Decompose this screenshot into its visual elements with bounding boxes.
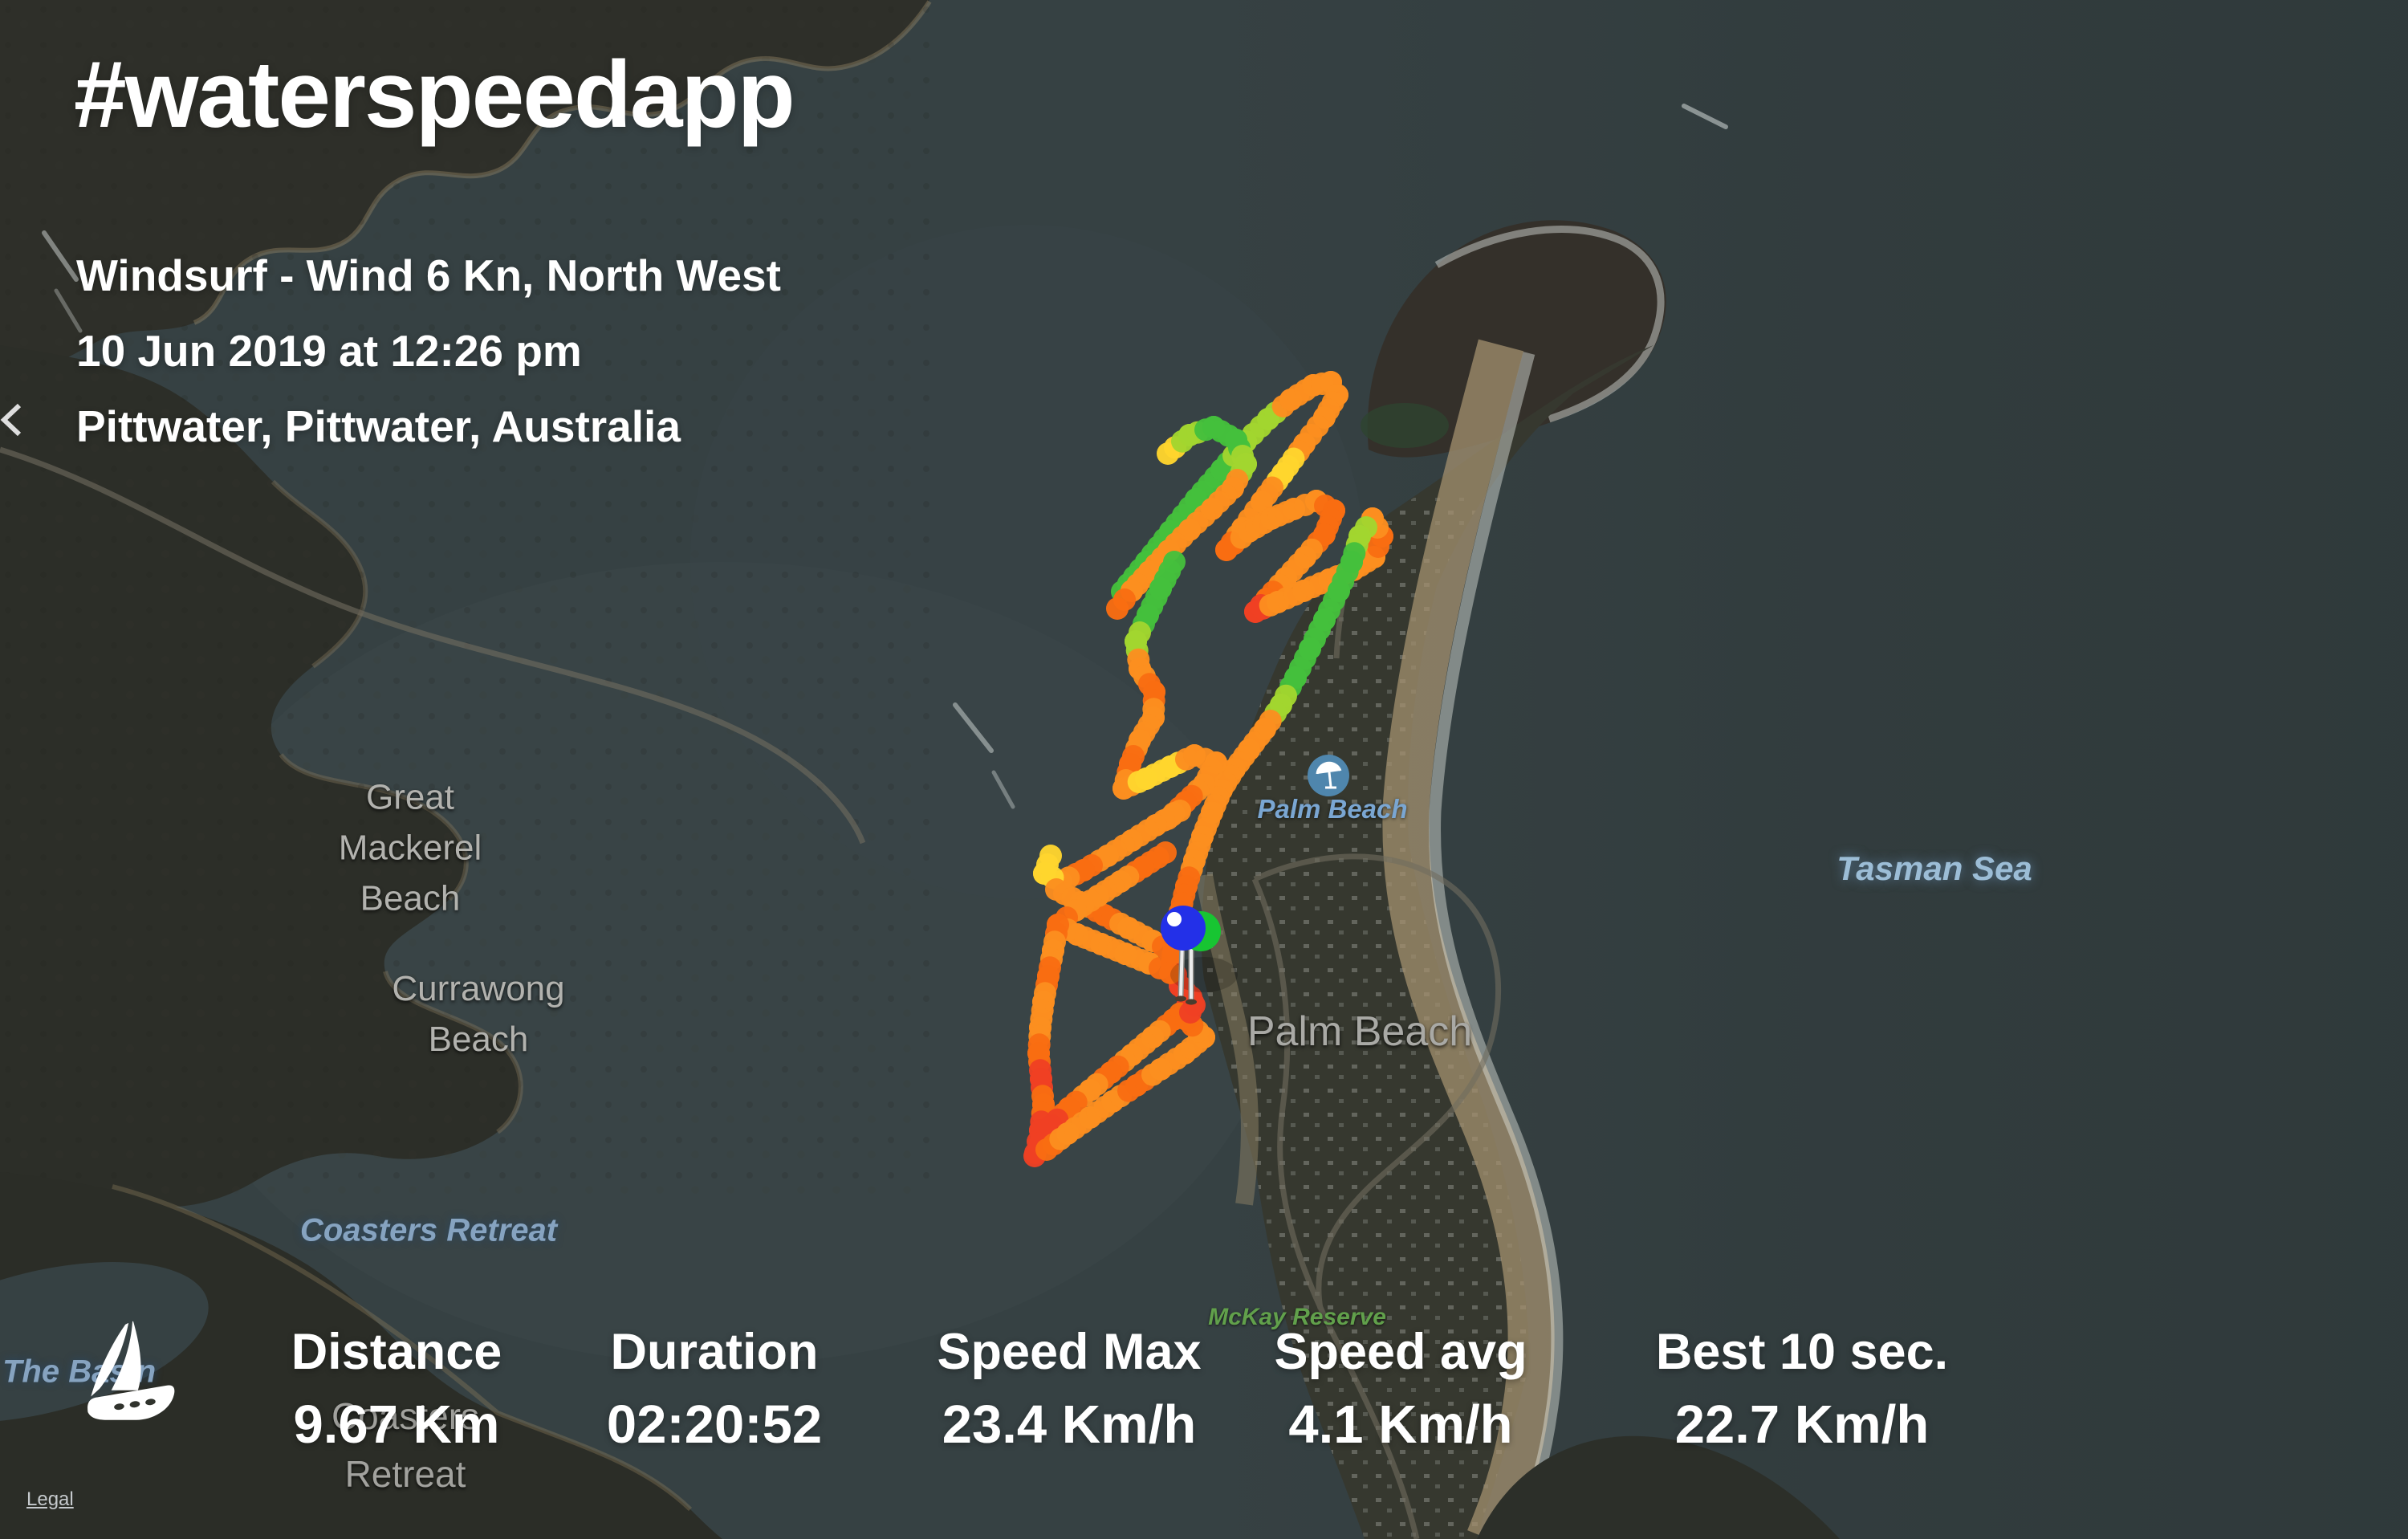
stat-speed-max: Speed Max 23.4 Km/h xyxy=(937,1323,1201,1456)
map-chevron-icon xyxy=(0,403,22,437)
label-the-basin: The Basin xyxy=(2,1354,157,1390)
stat-speed-max-label: Speed Max xyxy=(937,1324,1202,1380)
pin-ball-blue xyxy=(1161,906,1206,951)
stat-distance-label: Distance xyxy=(291,1324,502,1380)
label-currawong-beach: Currawong Beach xyxy=(392,969,565,1059)
stat-speed-avg-value: 4.1 Km/h xyxy=(1288,1394,1513,1455)
session-subtitle: Windsurf - Wind 6 Kn, North West 10 Jun … xyxy=(76,250,781,451)
label-palm-beach-small: Palm Beach xyxy=(1257,794,1408,824)
app-logo-sailboat-icon xyxy=(71,1317,196,1445)
label-mckay-reserve: McKay Reserve xyxy=(1208,1304,1386,1330)
stat-best-10-sec-label: Best 10 sec. xyxy=(1655,1324,1949,1380)
stat-duration-value: 02:20:52 xyxy=(606,1394,823,1455)
stat-best-10-sec: Best 10 sec. 22.7 Km/h xyxy=(1656,1323,1948,1456)
stat-duration-label: Duration xyxy=(610,1324,819,1380)
app-title: #waterspeedapp xyxy=(74,42,795,148)
stat-speed-avg: Speed avg 4.1 Km/h xyxy=(1274,1323,1527,1456)
stat-best-10-sec-value: 22.7 Km/h xyxy=(1674,1394,1930,1455)
legal-link[interactable]: Legal xyxy=(26,1488,74,1510)
stat-distance: Distance 9.67 Km xyxy=(291,1323,502,1456)
stat-speed-max-value: 23.4 Km/h xyxy=(942,1394,1197,1455)
label-tasman-sea: Tasman Sea xyxy=(1837,849,2032,887)
label-great-mackerel-beach: Great Mackerel Beach xyxy=(338,777,482,918)
stat-distance-value: 9.67 Km xyxy=(293,1394,500,1455)
map-pin[interactable] xyxy=(1140,898,1252,1026)
label-palm-beach-big: Palm Beach xyxy=(1247,1008,1473,1055)
stat-speed-avg-label: Speed avg xyxy=(1274,1324,1527,1380)
stat-duration: Duration 02:20:52 xyxy=(607,1323,822,1456)
session-stats: Distance 9.67 Km Duration 02:20:52 Speed… xyxy=(0,1323,2408,1508)
label-coasters-retreat-water: Coasters Retreat xyxy=(299,1212,558,1248)
label-coasters-retreat-land: Coasters Retreat xyxy=(331,1395,480,1495)
beach-umbrella-icon xyxy=(1306,753,1351,798)
